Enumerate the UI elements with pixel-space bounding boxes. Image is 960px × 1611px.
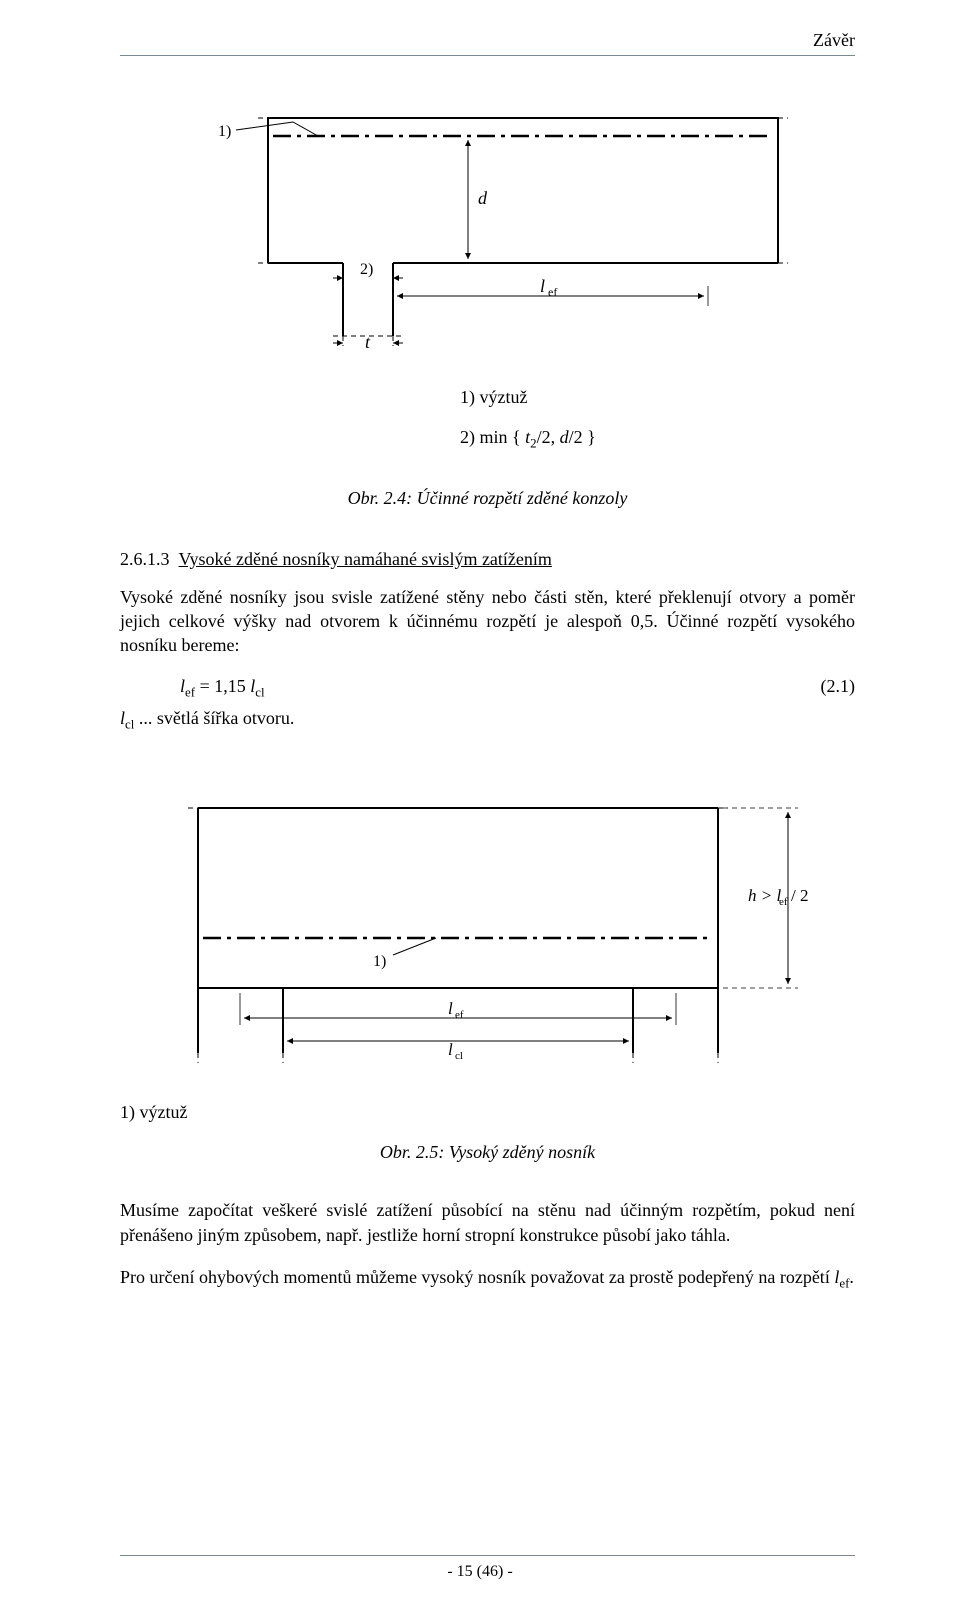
footer-rule bbox=[120, 1555, 855, 1556]
running-header: Závěr bbox=[813, 30, 855, 51]
figure-2-4-svg: d 2) l ef t 1) bbox=[178, 88, 798, 348]
dim-t-label: t bbox=[365, 332, 371, 348]
dim-d-label: d bbox=[478, 188, 488, 208]
legend-line-2: 2) min { t2/2, d/2 } bbox=[460, 418, 855, 458]
legend-2-mid: /2, bbox=[537, 427, 560, 447]
para3-tail: . bbox=[849, 1267, 854, 1287]
eq-lhs-sub: ef bbox=[185, 684, 195, 699]
para3-pre: Pro určení ohybových momentů můžeme vyso… bbox=[120, 1267, 834, 1287]
header-rule bbox=[120, 55, 855, 56]
eq-mid: = 1,15 bbox=[195, 676, 250, 696]
figure-2-4: d 2) l ef t 1) bbox=[120, 88, 855, 348]
eq-rhs-sub: cl bbox=[255, 684, 264, 699]
caption-2-4: Obr. 2.4: Účinné rozpětí zděné konzoly bbox=[120, 488, 855, 509]
section-title: Vysoké zděné nosníky namáhané svislým za… bbox=[179, 549, 552, 569]
fig25-label-1: 1) bbox=[373, 953, 386, 970]
fig25-h-tail: / 2 bbox=[791, 886, 808, 905]
section-number: 2.6.1.3 bbox=[120, 549, 170, 569]
equation-note: lcl ... světlá šířka otvoru. bbox=[120, 708, 855, 733]
dim-lef-sub: ef bbox=[548, 285, 557, 299]
dim-lef-l: l bbox=[540, 276, 545, 296]
figure-2-5: 1) h > l ef / 2 l ef l cl bbox=[120, 793, 855, 1073]
paragraph-3: Pro určení ohybových momentů můžeme vyso… bbox=[120, 1265, 855, 1292]
fig25-lef-sub: ef bbox=[455, 1009, 464, 1021]
eqnote-tail: ... světlá šířka otvoru. bbox=[134, 708, 294, 728]
fig25-lcl-sub: cl bbox=[455, 1050, 463, 1062]
eqnote-sub: cl bbox=[125, 717, 134, 732]
paragraph-1: Vysoké zděné nosníky jsou svisle zatížen… bbox=[120, 585, 855, 658]
figure-2-5-legend: 1) výztuž bbox=[120, 1093, 855, 1133]
legend-2-tail: /2 } bbox=[569, 427, 596, 447]
caption-2-5: Obr. 2.5: Vysoký zděný nosník bbox=[120, 1142, 855, 1163]
figure-2-5-svg: 1) h > l ef / 2 l ef l cl bbox=[148, 793, 828, 1073]
label-1: 1) bbox=[218, 123, 231, 140]
paragraph-2: Musíme započítat veškeré svislé zatížení… bbox=[120, 1198, 855, 1247]
fig25-lcl-l: l bbox=[448, 1040, 453, 1059]
section-heading: 2.6.1.3 Vysoké zděné nosníky namáhané sv… bbox=[120, 549, 855, 570]
para3-sub: ef bbox=[839, 1276, 849, 1291]
page: Závěr bbox=[0, 0, 960, 1611]
legend-2-pre: 2) min { bbox=[460, 427, 525, 447]
page-number: - 15 (46) - bbox=[0, 1563, 960, 1581]
equation-number: (2.1) bbox=[821, 676, 856, 697]
legend-2-d: d bbox=[560, 427, 569, 447]
fig25-h-pre: h > l bbox=[748, 886, 781, 905]
equation-2-1: lef = 1,15 lcl (2.1) bbox=[120, 676, 855, 701]
legend-line-1: 1) výztuž bbox=[460, 378, 855, 418]
equation-body: lef = 1,15 lcl bbox=[120, 676, 265, 701]
figure-2-4-legend: 1) výztuž 2) min { t2/2, d/2 } bbox=[120, 378, 855, 458]
label-2: 2) bbox=[360, 261, 373, 278]
fig25-lef-l: l bbox=[448, 999, 453, 1018]
fig25-h-sub: ef bbox=[779, 896, 788, 908]
